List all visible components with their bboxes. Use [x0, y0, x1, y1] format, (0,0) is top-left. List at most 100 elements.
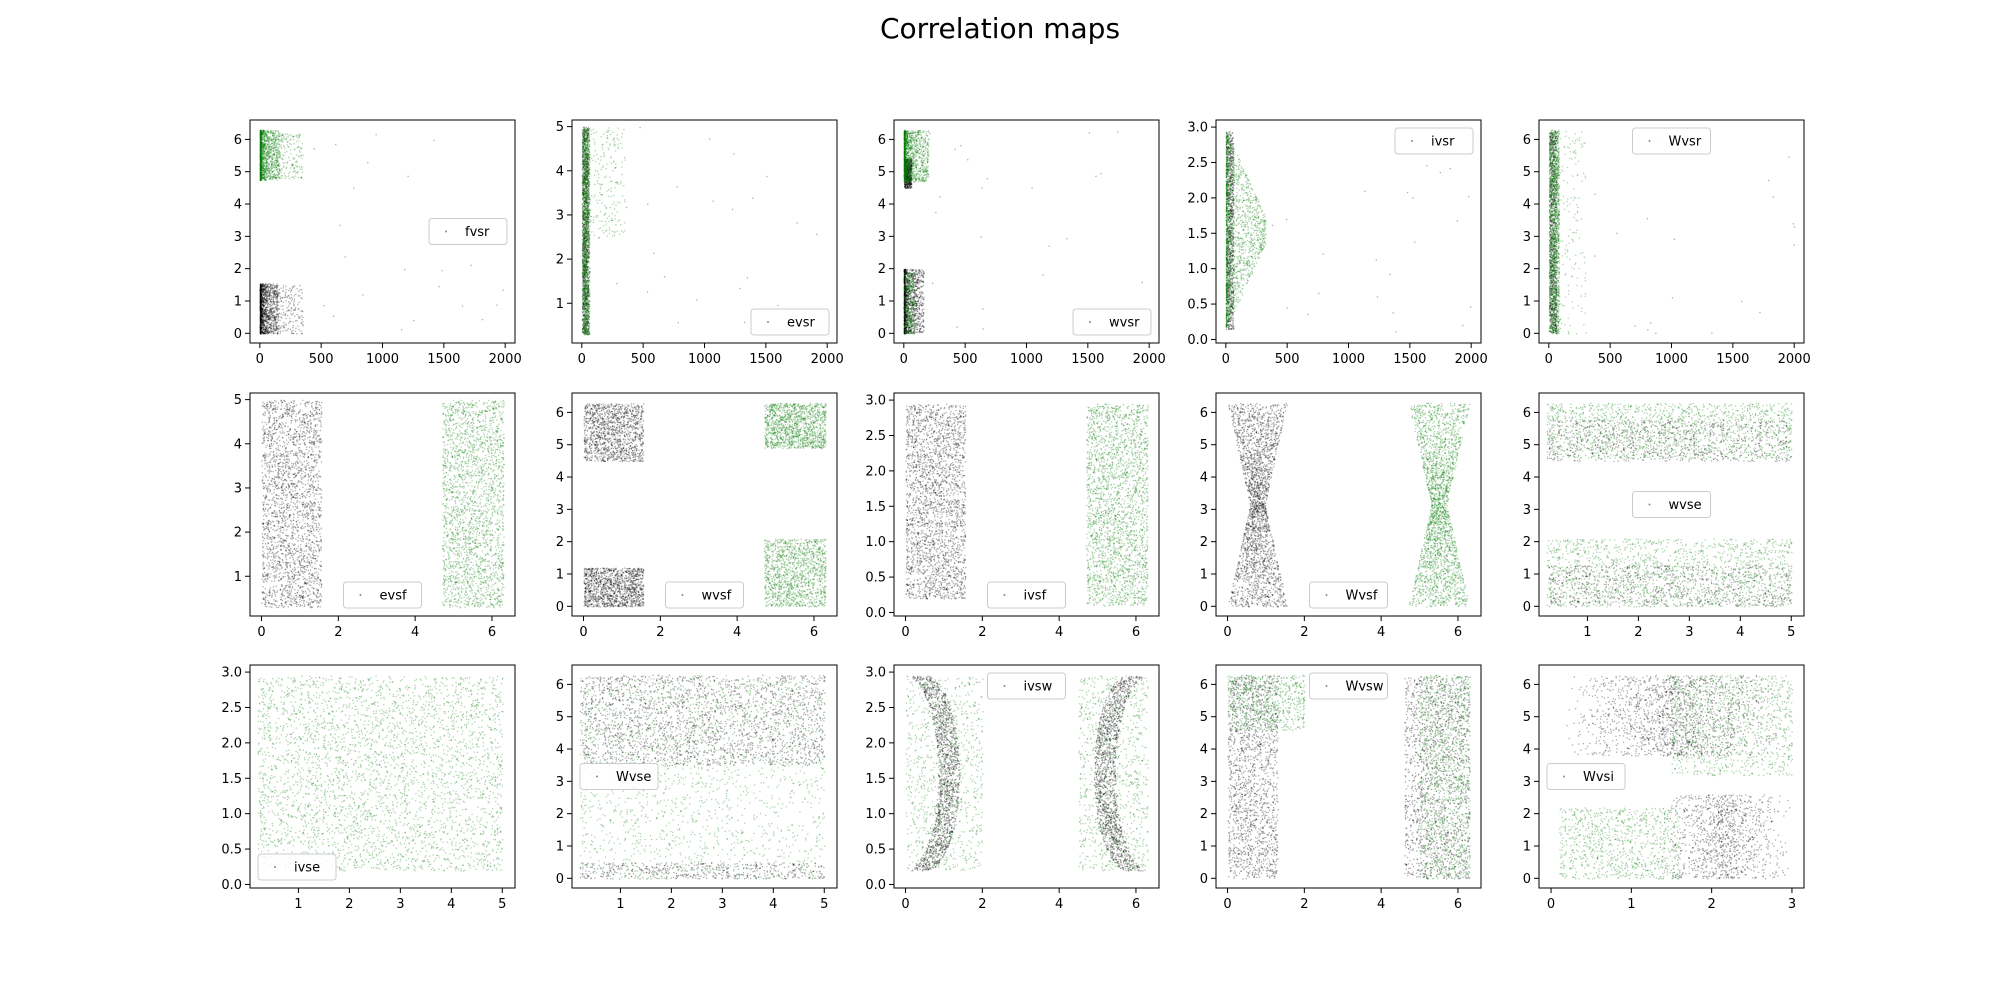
scatter-point [271, 308, 272, 309]
scatter-point [298, 329, 299, 330]
scatter-point [267, 302, 268, 303]
scatter-point [282, 326, 283, 327]
scatter-point [274, 304, 275, 305]
scatter-point [291, 314, 292, 315]
scatter-point [268, 316, 269, 317]
scatter-point [277, 302, 278, 303]
scatter-point [263, 301, 264, 302]
scatter-point [278, 305, 279, 306]
scatter-point [265, 291, 266, 292]
scatter-point [283, 291, 284, 292]
scatter-point [289, 288, 290, 289]
scatter-point [282, 314, 283, 315]
scatter-point [272, 287, 273, 288]
scatter-point [263, 327, 264, 328]
scatter-point [277, 290, 278, 291]
scatter-point [260, 321, 261, 322]
scatter-point [301, 315, 302, 316]
scatter-point [260, 298, 261, 299]
scatter-point [283, 327, 284, 328]
scatter-point [273, 331, 274, 332]
scatter-point [294, 295, 295, 296]
scatter-point [295, 320, 296, 321]
scatter-point [270, 324, 271, 325]
scatter-point [269, 318, 270, 319]
scatter-point [261, 318, 262, 319]
scatter-point [262, 298, 263, 299]
scatter-point [264, 298, 265, 299]
scatter-point [271, 301, 272, 302]
scatter-point [276, 135, 277, 136]
scatter-point [260, 302, 261, 303]
scatter-point [266, 322, 267, 323]
scatter-point [270, 288, 271, 289]
scatter-point [269, 290, 270, 291]
scatter-point [299, 302, 300, 303]
scatter-point [275, 308, 276, 309]
scatter-point [274, 315, 275, 316]
scatter-point [269, 296, 270, 297]
scatter-point [296, 320, 297, 321]
scatter-point [283, 287, 284, 288]
scatter-point [286, 289, 287, 290]
scatter-point [265, 314, 266, 315]
scatter-point [269, 294, 270, 295]
scatter-point [291, 310, 292, 311]
scatter-point [286, 310, 287, 311]
scatter-point [277, 300, 278, 301]
scatter-point [279, 320, 280, 321]
scatter-point [295, 328, 296, 329]
scatter-point [277, 292, 278, 293]
scatter-point [302, 325, 303, 326]
scatter-point [280, 331, 281, 332]
scatter-point [270, 326, 271, 327]
scatter-point [277, 333, 278, 334]
scatter-point [265, 333, 266, 334]
scatter-point [283, 322, 284, 323]
scatter-point [265, 302, 266, 303]
scatter-point [284, 314, 285, 315]
scatter-point [300, 310, 301, 311]
scatter-point [273, 290, 274, 291]
scatter-point [262, 330, 263, 331]
scatter-point [296, 314, 297, 315]
scatter-point [283, 285, 284, 286]
scatter-point [266, 295, 267, 296]
scatter-point [294, 299, 295, 300]
scatter-point [276, 328, 277, 329]
scatter-point [271, 295, 272, 296]
scatter-point [281, 325, 282, 326]
scatter-point [292, 298, 293, 299]
scatter-point [275, 290, 276, 291]
scatter-point [269, 306, 270, 307]
scatter-point [267, 284, 268, 285]
scatter-point [288, 301, 289, 302]
scatter-point [260, 287, 261, 288]
scatter-point [263, 288, 264, 289]
scatter-point [260, 309, 261, 310]
scatter-point [271, 316, 272, 317]
scatter-point [277, 296, 278, 297]
scatter-point [260, 305, 261, 306]
scatter-point [291, 333, 292, 334]
scatter-point [267, 290, 268, 291]
scatter-point [279, 313, 280, 314]
scatter-point [300, 331, 301, 332]
scatter-point [293, 286, 294, 287]
scatter-point [276, 316, 277, 317]
scatter-point [266, 319, 267, 320]
scatter-point [272, 326, 273, 327]
scatter-point [264, 300, 265, 301]
scatter-point [291, 308, 292, 309]
scatter-point [262, 317, 263, 318]
scatter-point [270, 308, 271, 309]
scatter-point [270, 285, 271, 286]
scatter-point [272, 320, 273, 321]
scatter-point [263, 295, 264, 296]
scatter-point [293, 313, 294, 314]
scatter-point [265, 321, 266, 322]
scatter-point [282, 305, 283, 306]
scatter-point [294, 316, 295, 317]
scatter-point [277, 319, 278, 320]
